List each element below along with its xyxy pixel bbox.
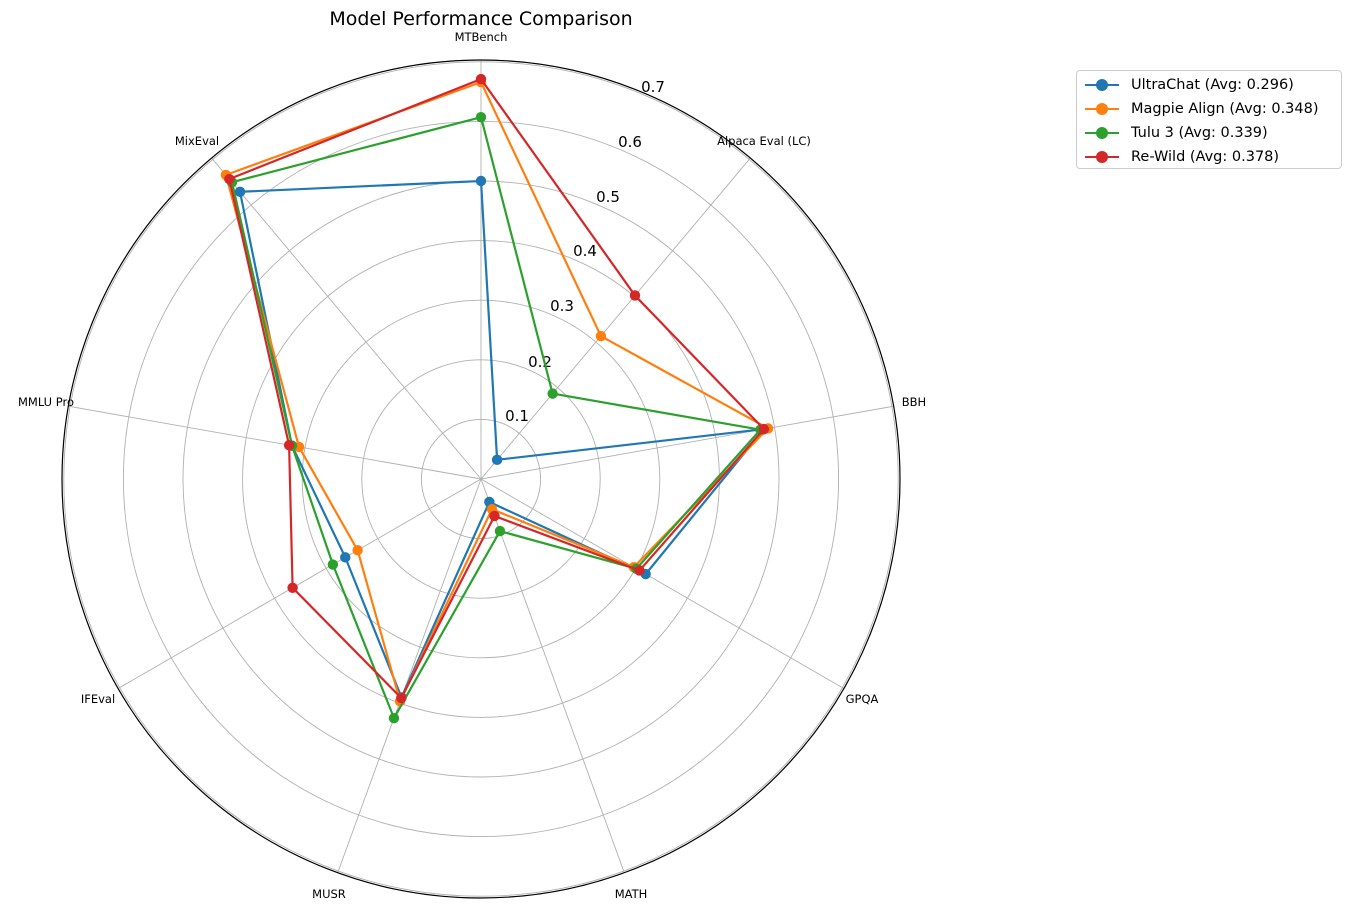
category-label: GPQA [846, 692, 879, 706]
data-point-marker [491, 454, 503, 466]
series-re-wild [224, 73, 770, 704]
data-point-marker [327, 559, 339, 570]
chart-title: Model Performance Comparison [329, 8, 633, 30]
radial-tick-label: 0.4 [573, 242, 597, 260]
data-point-marker [475, 112, 487, 123]
category-label: MATH [615, 887, 648, 901]
data-point-marker [283, 439, 295, 451]
radial-tick-label: 0.1 [505, 407, 529, 425]
data-point-marker [547, 388, 558, 399]
data-point-marker [340, 552, 351, 563]
series-line [238, 179, 767, 701]
legend-item-magpie-align: Magpie Align (Avg: 0.348) [1077, 97, 1341, 121]
data-point-marker [475, 175, 487, 187]
category-labels: MTBench Alpaca Eval (LC) BBH GPQA MATH MUSR IF… [18, 30, 926, 901]
grid-spoke [117, 478, 482, 689]
category-label: BBH [902, 395, 926, 409]
radial-tick-label: 0.5 [596, 188, 620, 206]
legend-item-ultrachat: UltraChat (Avg: 0.296) [1077, 73, 1341, 97]
data-point-marker [489, 510, 500, 522]
legend-label: Tulu 3 (Avg: 0.339) [1131, 125, 1268, 141]
legend-label: Re-Wild (Avg: 0.378) [1131, 149, 1280, 165]
grid-spoke [211, 157, 482, 480]
data-point-marker [396, 692, 407, 704]
data-point-marker [224, 173, 235, 185]
legend-item-re-wild: Re-Wild (Avg: 0.378) [1077, 145, 1341, 169]
radial-tick-labels: 0.1 0.2 0.3 0.4 0.5 0.6 0.7 [505, 78, 665, 425]
data-point-marker [595, 330, 607, 342]
legend-item-tulu-3: Tulu 3 (Avg: 0.339) [1077, 121, 1341, 145]
legend-marker-icon [1085, 150, 1119, 164]
radial-tick-label: 0.6 [618, 133, 642, 151]
radial-tick-label: 0.2 [528, 353, 552, 371]
data-series [220, 73, 774, 724]
grid-spoke [480, 478, 625, 873]
data-point-marker [634, 565, 645, 576]
radial-tick-label: 0.3 [550, 297, 574, 315]
series-line [230, 115, 763, 721]
data-point-marker [629, 290, 641, 301]
data-point-marker [388, 712, 400, 724]
polar-spine [61, 59, 901, 899]
data-point-marker [494, 525, 506, 537]
category-label: MMLU Pro [18, 395, 74, 409]
data-point-marker [234, 186, 246, 198]
series-ultrachat [234, 175, 770, 703]
grid-spoke [68, 405, 482, 480]
grid-spoke [337, 478, 482, 873]
series-line [224, 80, 770, 705]
data-point-marker [352, 545, 363, 556]
grid-spoke [480, 478, 845, 689]
grid-spoke [480, 405, 894, 480]
category-label: Alpaca Eval (LC) [717, 134, 811, 148]
category-label: MUSR [312, 887, 346, 901]
category-label: MTBench [455, 30, 508, 44]
category-label: IFEval [81, 692, 115, 706]
category-label: MixEval [175, 134, 219, 148]
series-tulu-3 [226, 112, 766, 724]
legend-marker-icon [1085, 102, 1119, 116]
series-magpie-align [220, 76, 774, 707]
legend-marker-icon [1085, 78, 1119, 92]
grid-spoke [480, 157, 751, 480]
data-point-marker [287, 582, 298, 593]
angular-grid [68, 60, 894, 873]
data-point-marker [475, 73, 487, 85]
legend: UltraChat (Avg: 0.296) Magpie Align (Avg… [1076, 70, 1342, 169]
series-line [228, 77, 766, 700]
legend-marker-icon [1085, 126, 1119, 140]
radial-tick-label: 0.7 [641, 78, 665, 96]
legend-label: UltraChat (Avg: 0.296) [1131, 77, 1294, 93]
data-point-marker [758, 423, 770, 435]
legend-label: Magpie Align (Avg: 0.348) [1131, 101, 1319, 117]
